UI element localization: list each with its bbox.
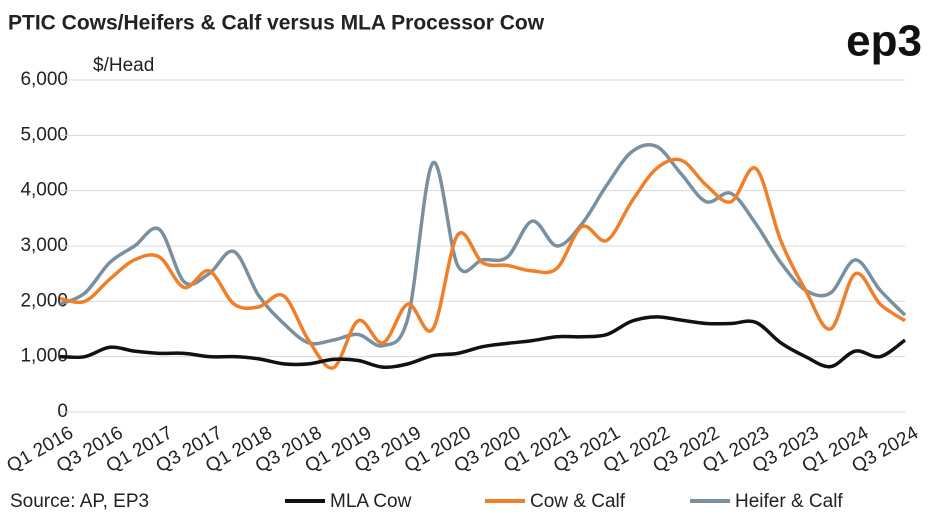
legend-label: Cow & Calf	[530, 491, 626, 512]
y-tick-label: 3,000	[20, 235, 68, 256]
y-tick-label: 4,000	[20, 180, 68, 201]
brand-logo: ep3	[846, 17, 922, 66]
series-line	[59, 143, 907, 348]
series-line	[59, 157, 906, 370]
chart-title: PTIC Cows/Heifers & Calf versus MLA Proc…	[8, 12, 545, 35]
y-tick-label: 5,000	[20, 124, 68, 145]
y-axis-label: $/Head	[93, 55, 154, 76]
y-tick-label: 2,000	[20, 290, 68, 311]
legend-label: Heifer & Calf	[735, 491, 843, 512]
y-tick-label: 6,000	[20, 69, 68, 90]
legend-label: MLA Cow	[330, 491, 412, 512]
source-note: Source: AP, EP3	[10, 491, 149, 512]
series-line	[59, 315, 907, 370]
y-tick-label: 1,000	[20, 346, 68, 367]
